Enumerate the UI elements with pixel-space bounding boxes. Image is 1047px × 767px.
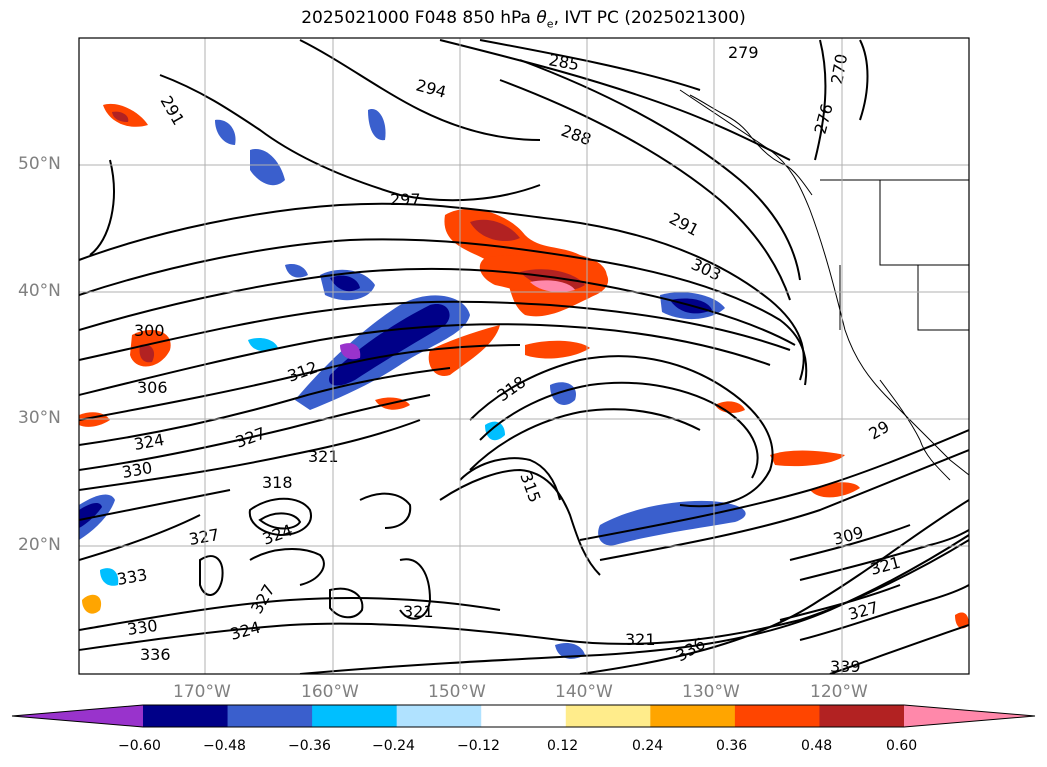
lat-lon-grid bbox=[79, 38, 969, 674]
lat-label: 30°N bbox=[18, 408, 61, 428]
colorbar-cell bbox=[734, 705, 820, 727]
contour-label: 336 bbox=[140, 645, 171, 664]
contour-label: 339 bbox=[830, 657, 861, 676]
lon-label: 130°W bbox=[682, 682, 740, 702]
lat-label: 50°N bbox=[18, 154, 61, 174]
contour-label: 321 bbox=[403, 602, 434, 621]
colorbar-tick-label: −0.48 bbox=[203, 738, 246, 754]
contour-label: 300 bbox=[134, 321, 165, 340]
colorbar-tick-label: 0.24 bbox=[632, 738, 664, 754]
theta-e-contours bbox=[79, 39, 969, 674]
contour-label: 306 bbox=[137, 378, 168, 397]
lon-label: 160°W bbox=[301, 682, 359, 702]
lat-label: 20°N bbox=[18, 535, 61, 555]
colorbar-outline bbox=[11, 704, 1036, 728]
colorbar-cell bbox=[481, 705, 567, 727]
lon-label: 140°W bbox=[555, 682, 613, 702]
colorbar-tick-label: −0.36 bbox=[288, 738, 331, 754]
lon-label: 150°W bbox=[428, 682, 486, 702]
contour-label: 330 bbox=[126, 616, 159, 639]
colorbar-cell bbox=[650, 705, 736, 727]
colorbar-cell bbox=[396, 705, 482, 727]
lon-label: 170°W bbox=[173, 682, 231, 702]
colorbar bbox=[11, 704, 1036, 728]
colorbar-tick-label: −0.24 bbox=[372, 738, 415, 754]
colorbar-tick-label: −0.12 bbox=[457, 738, 500, 754]
lon-label: 120°W bbox=[810, 682, 868, 702]
colorbar-tick-label: 0.60 bbox=[886, 738, 918, 754]
lat-label: 40°N bbox=[18, 281, 61, 301]
figure-title: 2025021000 F048 850 hPa θe, IVT PC (2025… bbox=[301, 8, 746, 31]
plot-frame bbox=[78, 37, 970, 675]
colorbar-cell bbox=[565, 705, 651, 727]
colorbar-cell bbox=[143, 705, 229, 727]
colorbar-extend-max bbox=[904, 705, 1035, 727]
map-plot-area: 285 279 270 294 291 288 297 276 291 303 … bbox=[79, 38, 969, 676]
contour-label: 321 bbox=[308, 447, 339, 466]
colorbar-tick-label: −0.60 bbox=[118, 738, 161, 754]
colorbar-tick-label: 0.12 bbox=[547, 738, 579, 754]
colorbar-extend-min bbox=[12, 705, 143, 727]
colorbar-tick-label: 0.48 bbox=[801, 738, 833, 754]
contour-label: 297 bbox=[390, 190, 421, 209]
colorbar-cell bbox=[312, 705, 398, 727]
colorbar-cells bbox=[143, 705, 905, 727]
contour-label: 318 bbox=[262, 473, 293, 492]
colorbar-cell bbox=[227, 705, 313, 727]
colorbar-tick-label: 0.36 bbox=[716, 738, 748, 754]
colorbar-cell bbox=[819, 705, 905, 727]
contour-label: 279 bbox=[728, 43, 759, 62]
ivt-positive-shading bbox=[79, 103, 969, 629]
contour-label: 321 bbox=[625, 630, 656, 649]
